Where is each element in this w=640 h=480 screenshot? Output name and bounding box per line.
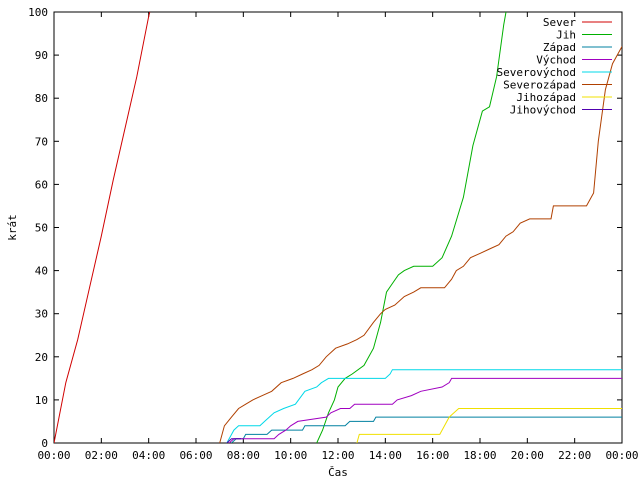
x-tick-label: 18:00: [463, 449, 496, 462]
y-tick-label: 10: [35, 394, 48, 407]
legend-label: Západ: [543, 41, 576, 54]
legend-label: Jihozápad: [516, 91, 576, 104]
x-tick-label: 12:00: [321, 449, 354, 462]
x-tick-label: 00:00: [605, 449, 638, 462]
series-layer: [54, 12, 622, 443]
x-axis-label: Čas: [328, 466, 348, 479]
y-tick-label: 80: [35, 92, 48, 105]
y-tick-label: 20: [35, 351, 48, 364]
series-line-1: [316, 12, 507, 443]
legend-label: Severovýchod: [497, 66, 576, 79]
y-tick-label: 100: [28, 6, 48, 19]
legend: SeverJihZápadVýchodSeverovýchodSeverozáp…: [497, 16, 612, 117]
legend-label: Jih: [556, 29, 576, 42]
y-tick-label: 70: [35, 135, 48, 148]
x-tick-label: 10:00: [274, 449, 307, 462]
legend-label: Jihovýchod: [510, 104, 576, 117]
y-tick-label: 0: [41, 437, 48, 450]
y-axis-label: krát: [6, 214, 19, 241]
series-line-4: [226, 369, 622, 443]
x-tick-label: 16:00: [416, 449, 449, 462]
x-tick-label: 14:00: [369, 449, 402, 462]
series-line-0: [54, 12, 151, 443]
axis-ticks: 00:00 02:00 04:00 06:00 08:00 10:00 12:00 14:00…: [28, 6, 638, 462]
series-line-7: [226, 438, 241, 443]
y-tick-label: 30: [35, 308, 48, 321]
series-line-2: [231, 416, 622, 443]
x-tick-label: 22:00: [558, 449, 591, 462]
series-line-5: [219, 46, 622, 443]
y-tick-label: 40: [35, 265, 48, 278]
series-line-6: [356, 408, 622, 443]
x-tick-label: 02:00: [85, 449, 118, 462]
legend-label: Severozápad: [503, 79, 576, 92]
x-tick-label: 08:00: [227, 449, 260, 462]
y-tick-label: 60: [35, 178, 48, 191]
legend-label: Sever: [543, 16, 576, 29]
legend-label: Východ: [536, 54, 576, 67]
y-tick-label: 90: [35, 49, 48, 62]
x-tick-label: 20:00: [511, 449, 544, 462]
series-line-3: [228, 377, 622, 443]
x-tick-label: 06:00: [179, 449, 212, 462]
x-tick-label: 00:00: [37, 449, 70, 462]
y-tick-label: 50: [35, 222, 48, 235]
x-tick-label: 04:00: [132, 449, 165, 462]
